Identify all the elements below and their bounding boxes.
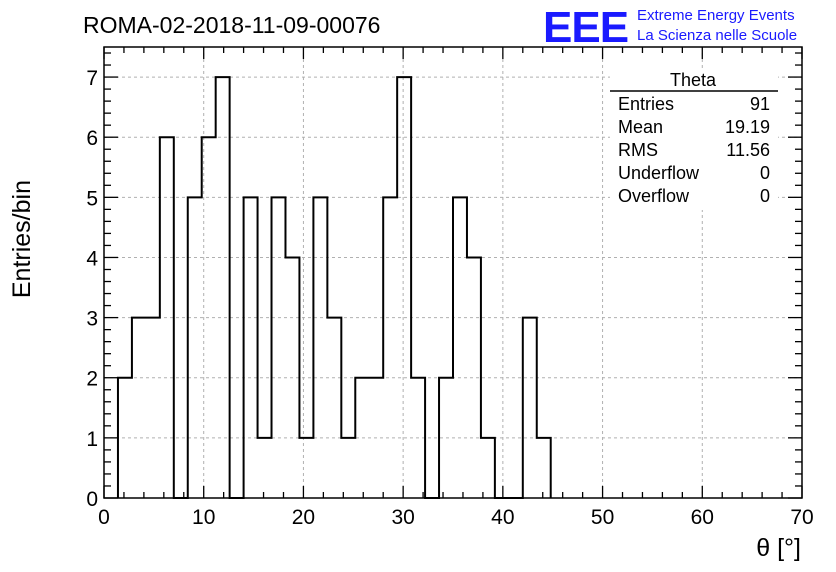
y-tick-label: 4 <box>86 247 98 270</box>
stats-value: 11.56 <box>726 140 770 160</box>
histogram-bin <box>188 197 202 498</box>
histogram-bin <box>467 257 481 498</box>
y-tick-labels: 0 1 2 3 4 5 6 7 <box>86 67 98 511</box>
histogram-bin <box>481 438 495 498</box>
stats-label: Underflow <box>618 163 700 183</box>
histogram-bin <box>299 438 313 498</box>
y-tick-label: 2 <box>86 368 98 391</box>
x-tick-label: 50 <box>591 506 614 529</box>
y-tick-label: 6 <box>86 127 98 150</box>
histogram-bin <box>369 378 383 498</box>
stats-title: Theta <box>670 70 717 90</box>
histogram-bin <box>272 197 286 498</box>
histogram-bin <box>132 318 146 498</box>
logo-line-1: Extreme Energy Events <box>637 7 795 24</box>
stats-value: 0 <box>760 163 770 183</box>
logo-mark: EEE <box>543 3 628 52</box>
y-tick-label: 0 <box>86 488 98 511</box>
histogram-bin <box>453 197 467 498</box>
stats-box: Theta Entries 91 Mean 19.19 RMS 11.56 Underflo… <box>610 70 778 210</box>
stats-box-background <box>610 70 778 210</box>
y-tick-label: 1 <box>86 428 98 451</box>
x-tick-label: 60 <box>691 506 714 529</box>
stats-value: 19.19 <box>725 117 770 137</box>
histogram-bin <box>160 137 174 498</box>
eee-logo: EEE Extreme Energy Events La Scienza nel… <box>543 3 797 52</box>
x-tick-label: 0 <box>98 506 110 529</box>
stats-label: Mean <box>618 117 663 137</box>
x-tick-labels: 0 10 20 30 40 50 60 70 <box>98 506 814 529</box>
stats-label: RMS <box>618 140 658 160</box>
histogram-bin <box>327 318 341 498</box>
histogram-bin <box>411 378 425 498</box>
stats-value: 0 <box>760 186 770 206</box>
histogram-bin <box>244 197 258 498</box>
stats-value: 91 <box>750 94 770 114</box>
chart-title: ROMA-02-2018-11-09-00076 <box>83 12 380 38</box>
y-tick-label: 5 <box>86 187 98 210</box>
histogram-bin <box>313 197 327 498</box>
x-axis-label: θ [°] <box>756 534 801 562</box>
histogram-bin <box>523 318 537 498</box>
x-tick-label: 20 <box>292 506 315 529</box>
histogram-bin <box>258 438 272 498</box>
histogram-outline <box>116 76 552 499</box>
histogram-bin <box>285 257 299 498</box>
stats-label: Overflow <box>618 186 690 206</box>
x-tick-label: 10 <box>192 506 215 529</box>
x-tick-label: 70 <box>790 506 813 529</box>
histogram-bin <box>341 438 355 498</box>
y-axis-label: Entries/bin <box>8 180 36 298</box>
histogram-bin <box>383 197 397 498</box>
histogram-bin <box>537 438 551 498</box>
x-tick-label: 40 <box>491 506 514 529</box>
histogram-bin <box>216 77 230 498</box>
histogram-bin <box>355 378 369 498</box>
histogram <box>116 76 552 499</box>
y-tick-label: 3 <box>86 308 98 331</box>
histogram-bin <box>439 378 453 498</box>
histogram-bin <box>397 77 411 498</box>
histogram-bin <box>118 378 132 498</box>
histogram-bin <box>202 137 216 498</box>
stats-label: Entries <box>618 94 674 114</box>
x-tick-label: 30 <box>391 506 414 529</box>
plot-frame <box>103 46 803 499</box>
histogram-bin <box>146 318 160 498</box>
axis-ticks <box>103 47 803 499</box>
y-tick-label: 7 <box>86 67 98 90</box>
logo-line-2: La Scienza nelle Scuole <box>637 27 797 44</box>
